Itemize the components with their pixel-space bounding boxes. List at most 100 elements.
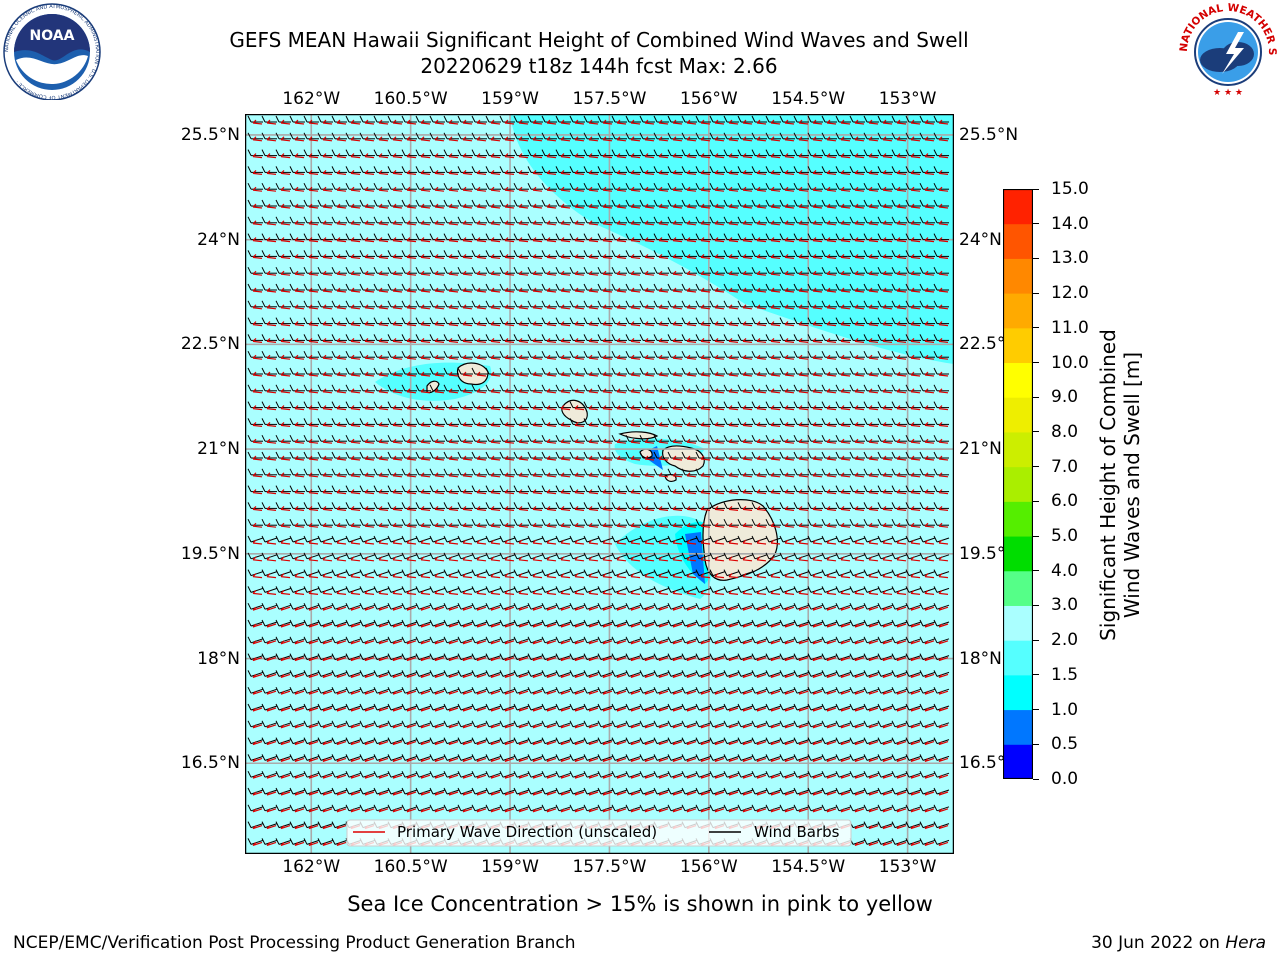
wind-barb [457,132,473,140]
wind-barb [611,115,627,123]
bottom-longitude-label: 162°W [282,857,341,877]
wave-direction-arrow [560,119,571,125]
colorbar-segment [1003,466,1033,502]
wind-barb [835,115,851,123]
wave-direction-arrow [336,153,347,159]
map-legend: Primary Wave Direction (unscaled) Wind B… [346,819,852,847]
wave-direction-arrow [266,136,277,142]
wind-barb [849,149,865,157]
wave-direction-arrow [364,136,375,142]
contour-0.5-1.0-kona [685,532,705,584]
bottom-longitude-label: 153°W [878,857,937,877]
colorbar-tick-mark [1033,500,1039,502]
wave-direction-arrow [602,136,613,142]
wind-barb [681,132,697,140]
wind-barb [835,132,851,140]
wind-barb [387,149,403,157]
colorbar-tick-mark [1033,327,1039,329]
wind-barb [541,132,557,140]
wave-direction-arrow [420,136,431,142]
wave-direction-arrow [896,119,907,125]
wave-direction-arrow [378,153,389,159]
wave-direction-arrow [742,119,753,125]
noaa-logo-text: NOAA [30,28,75,44]
left-latitude-label: 18°N [197,648,240,669]
footer-branch: NCEP/EMC/Verification Post Processing Pr… [13,933,576,953]
top-longitude-label: 159°W [481,89,539,109]
wind-barb [303,115,319,123]
colorbar-tick-label: 9.0 [1051,387,1079,408]
wave-direction-arrow [588,119,599,125]
wind-barb [821,149,837,157]
wind-barb [485,115,501,123]
wind-barb [653,132,669,140]
wind-barb [485,149,501,157]
wind-barb [653,149,669,157]
wind-barb [471,132,487,140]
wind-barb [905,115,921,123]
wind-barb [667,132,683,140]
wind-barb [569,115,585,123]
wave-direction-arrow [714,119,725,125]
wave-direction-arrow [854,153,865,159]
wave-direction-arrow [672,119,683,125]
right-latitude-label: 25.5°N [959,124,1019,145]
wind-barb [303,149,319,157]
wave-direction-arrow [588,153,599,159]
wave-direction-arrow [882,136,893,142]
wave-direction-arrow [630,153,641,159]
wind-barb [527,149,543,157]
wave-direction-arrow [756,136,767,142]
wave-direction-arrow [252,136,263,142]
wind-barb [793,132,809,140]
wind-barb [709,149,725,157]
wind-barb [723,132,739,140]
wave-direction-arrow [714,153,725,159]
wave-direction-arrow [602,153,613,159]
wind-barb [415,115,431,123]
wave-direction-arrow [854,119,865,125]
wave-direction-arrow [434,136,445,142]
wave-direction-arrow [812,136,823,142]
wind-barb [877,132,893,140]
wind-barb [303,132,319,140]
wind-barb [597,132,613,140]
wave-direction-arrow [504,119,515,125]
wind-barb [919,132,935,140]
wind-barb [863,149,879,157]
colorbar-tick-label: 7.0 [1051,456,1079,477]
wave-direction-arrow [924,119,935,125]
wind-barb [499,132,515,140]
wind-barb [359,132,375,140]
wind-barb [527,132,543,140]
wave-direction-arrow [462,153,473,159]
wind-barb [401,149,417,157]
colorbar-tick-label: 13.0 [1051,248,1089,269]
wave-direction-arrow [420,119,431,125]
wave-direction-arrow [490,119,501,125]
colorbar-segment [1003,431,1033,468]
island-oahu [561,399,588,424]
wind-barb [527,115,543,123]
wind-barb [709,115,725,123]
wave-direction-arrow [686,119,697,125]
wind-barb [933,115,949,123]
wave-direction-arrow [742,153,753,159]
wind-barb [919,115,935,123]
wave-direction-arrow [672,153,683,159]
wave-direction-arrow [882,153,893,159]
wind-barb [751,115,767,123]
wind-barb [247,149,263,157]
wind-barb [737,132,753,140]
top-longitude-label: 160.5°W [373,89,448,109]
top-longitude-label: 156°W [679,89,738,109]
wave-direction-arrow [756,153,767,159]
right-latitude-label: 24°N [959,229,1002,250]
wind-barb [863,132,879,140]
wind-barb [667,149,683,157]
colorbar-segment [1003,536,1033,572]
wave-direction-arrow [252,119,263,125]
wind-barb [807,115,823,123]
wave-direction-arrow [798,153,809,159]
wind-barb [275,132,291,140]
